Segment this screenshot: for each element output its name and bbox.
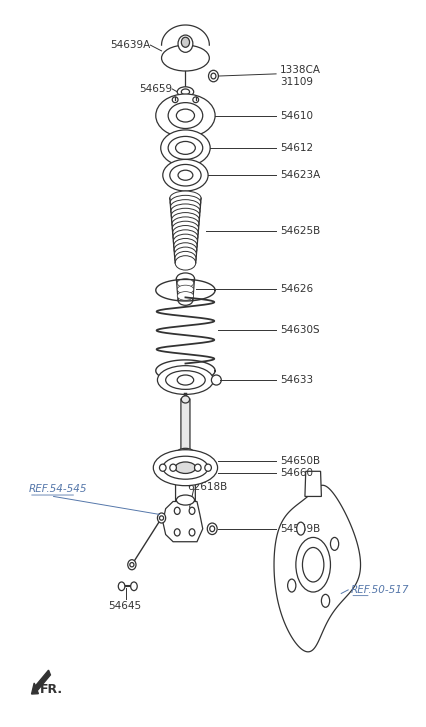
Text: 54623A: 54623A — [280, 170, 320, 180]
Ellipse shape — [166, 371, 205, 390]
Ellipse shape — [178, 170, 193, 180]
Ellipse shape — [177, 375, 194, 385]
Text: 54660: 54660 — [280, 468, 313, 478]
Ellipse shape — [168, 137, 203, 159]
Ellipse shape — [174, 247, 196, 262]
Text: 54633: 54633 — [280, 375, 314, 385]
Ellipse shape — [331, 537, 339, 550]
Polygon shape — [163, 502, 203, 542]
Ellipse shape — [170, 191, 201, 206]
Ellipse shape — [163, 159, 208, 191]
Ellipse shape — [128, 560, 136, 570]
Ellipse shape — [178, 295, 193, 305]
Ellipse shape — [118, 582, 125, 590]
Text: 54639A: 54639A — [110, 40, 150, 50]
Ellipse shape — [288, 579, 296, 592]
Ellipse shape — [175, 252, 196, 266]
Text: 54630S: 54630S — [280, 326, 320, 335]
Text: REF.54-545: REF.54-545 — [29, 484, 87, 494]
Ellipse shape — [153, 450, 218, 486]
Ellipse shape — [172, 217, 199, 231]
Ellipse shape — [211, 375, 221, 385]
FancyBboxPatch shape — [176, 452, 196, 502]
Ellipse shape — [176, 273, 195, 284]
Ellipse shape — [176, 142, 196, 154]
Ellipse shape — [163, 457, 208, 479]
Ellipse shape — [207, 523, 217, 534]
FancyArrow shape — [32, 670, 50, 694]
Ellipse shape — [170, 164, 201, 186]
Text: 54626: 54626 — [280, 284, 314, 294]
Ellipse shape — [171, 204, 200, 218]
Ellipse shape — [181, 89, 190, 95]
Ellipse shape — [189, 529, 195, 536]
Ellipse shape — [189, 507, 195, 515]
Ellipse shape — [193, 97, 199, 103]
FancyBboxPatch shape — [181, 398, 190, 454]
Polygon shape — [274, 486, 360, 652]
Ellipse shape — [131, 582, 137, 590]
Ellipse shape — [178, 35, 193, 52]
Ellipse shape — [177, 87, 194, 97]
Text: 54659: 54659 — [139, 84, 172, 94]
Ellipse shape — [177, 292, 194, 300]
Ellipse shape — [177, 285, 194, 294]
Polygon shape — [305, 471, 321, 497]
Text: 31109: 31109 — [280, 77, 313, 87]
Ellipse shape — [171, 208, 200, 222]
Ellipse shape — [174, 507, 180, 515]
Ellipse shape — [181, 450, 190, 457]
Ellipse shape — [174, 238, 197, 253]
Ellipse shape — [195, 464, 201, 471]
Ellipse shape — [170, 196, 201, 209]
Ellipse shape — [321, 595, 330, 607]
Ellipse shape — [172, 221, 199, 236]
Ellipse shape — [158, 513, 166, 523]
Text: 54612: 54612 — [280, 143, 314, 153]
Ellipse shape — [175, 462, 196, 473]
Ellipse shape — [173, 230, 198, 244]
Ellipse shape — [173, 225, 198, 240]
Text: 54625B: 54625B — [280, 225, 320, 236]
Text: 54645: 54645 — [108, 601, 141, 611]
Ellipse shape — [156, 94, 215, 137]
Text: 54559B: 54559B — [280, 523, 320, 534]
Ellipse shape — [170, 464, 176, 471]
Ellipse shape — [210, 526, 215, 531]
Ellipse shape — [173, 234, 198, 249]
Ellipse shape — [176, 109, 195, 122]
Ellipse shape — [176, 495, 195, 505]
Ellipse shape — [181, 395, 190, 403]
Ellipse shape — [174, 529, 180, 536]
Ellipse shape — [161, 130, 210, 166]
Text: 1338CA: 1338CA — [280, 65, 321, 76]
Text: FR.: FR. — [40, 683, 63, 696]
Text: 62618B: 62618B — [187, 482, 228, 492]
Text: 54610: 54610 — [280, 111, 313, 121]
Ellipse shape — [172, 97, 178, 103]
Ellipse shape — [205, 464, 211, 471]
Ellipse shape — [174, 243, 197, 257]
Text: 54650B: 54650B — [280, 456, 320, 465]
Ellipse shape — [159, 464, 166, 471]
Ellipse shape — [296, 522, 305, 535]
Ellipse shape — [158, 366, 213, 395]
Ellipse shape — [177, 278, 194, 287]
Ellipse shape — [296, 537, 331, 592]
Ellipse shape — [168, 103, 203, 129]
Ellipse shape — [302, 547, 324, 582]
Ellipse shape — [175, 256, 196, 270]
Ellipse shape — [172, 212, 199, 227]
Ellipse shape — [130, 563, 134, 567]
Ellipse shape — [211, 73, 216, 79]
Ellipse shape — [170, 200, 200, 214]
Ellipse shape — [208, 71, 219, 81]
Text: REF.50-517: REF.50-517 — [350, 585, 409, 595]
Ellipse shape — [161, 45, 209, 71]
Ellipse shape — [159, 516, 164, 521]
Ellipse shape — [181, 37, 190, 47]
Ellipse shape — [176, 449, 195, 458]
